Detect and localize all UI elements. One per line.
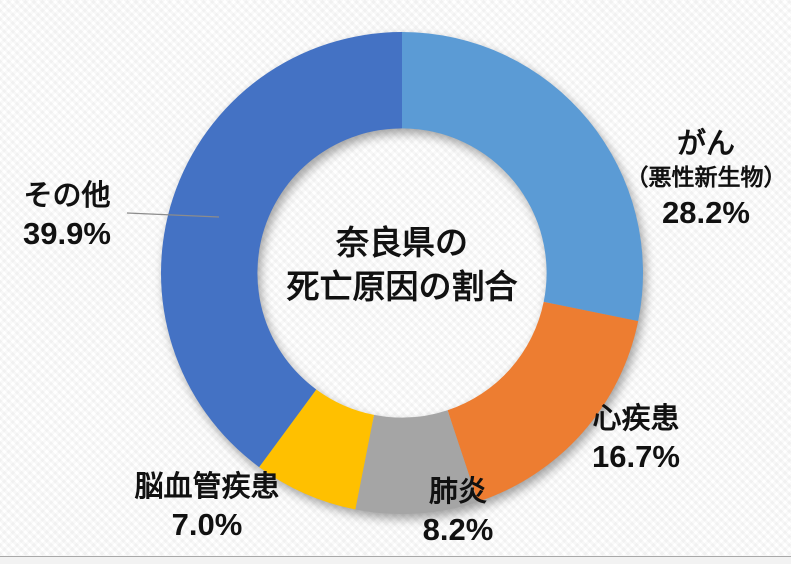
label-heart: 心疾患 16.7% xyxy=(592,402,680,476)
label-cancer-value: 28.2% xyxy=(662,195,750,230)
pie-segment-heart[interactable] xyxy=(447,301,639,502)
pie-segment-cerebrovascular[interactable] xyxy=(259,389,375,510)
pie-segment-cancer[interactable] xyxy=(402,32,644,322)
label-other: その他 39.9% xyxy=(23,179,111,253)
center-title-line2: 死亡原因の割合 xyxy=(286,268,518,305)
label-pneumonia: 肺炎 8.2% xyxy=(423,475,494,549)
leader-line-other xyxy=(126,212,220,218)
label-heart-name: 心疾患 xyxy=(592,403,680,435)
pie-segment-other[interactable] xyxy=(160,32,402,468)
label-cerebrovascular-name: 脳血管疾患 xyxy=(134,471,280,503)
label-other-name: その他 xyxy=(23,180,111,212)
label-heart-value: 16.7% xyxy=(592,439,680,474)
label-cerebrovascular-value: 7.0% xyxy=(171,507,243,542)
label-cancer-sub: （悪性新生物） xyxy=(625,164,787,190)
chart-center-title: 奈良県の 死亡原因の割合 xyxy=(287,221,518,309)
label-cancer: がん （悪性新生物） 28.2% xyxy=(626,127,787,232)
label-cancer-name: がん xyxy=(676,128,735,160)
pie-segment-pneumonia[interactable] xyxy=(355,410,478,514)
label-cerebrovascular: 脳血管疾患 7.0% xyxy=(134,470,279,544)
slide-bottom-edge xyxy=(0,556,791,564)
label-pneumonia-value: 8.2% xyxy=(422,512,494,547)
label-other-value: 39.9% xyxy=(23,216,111,251)
label-pneumonia-name: 肺炎 xyxy=(428,476,488,508)
center-title-line1: 奈良県の xyxy=(336,224,468,261)
